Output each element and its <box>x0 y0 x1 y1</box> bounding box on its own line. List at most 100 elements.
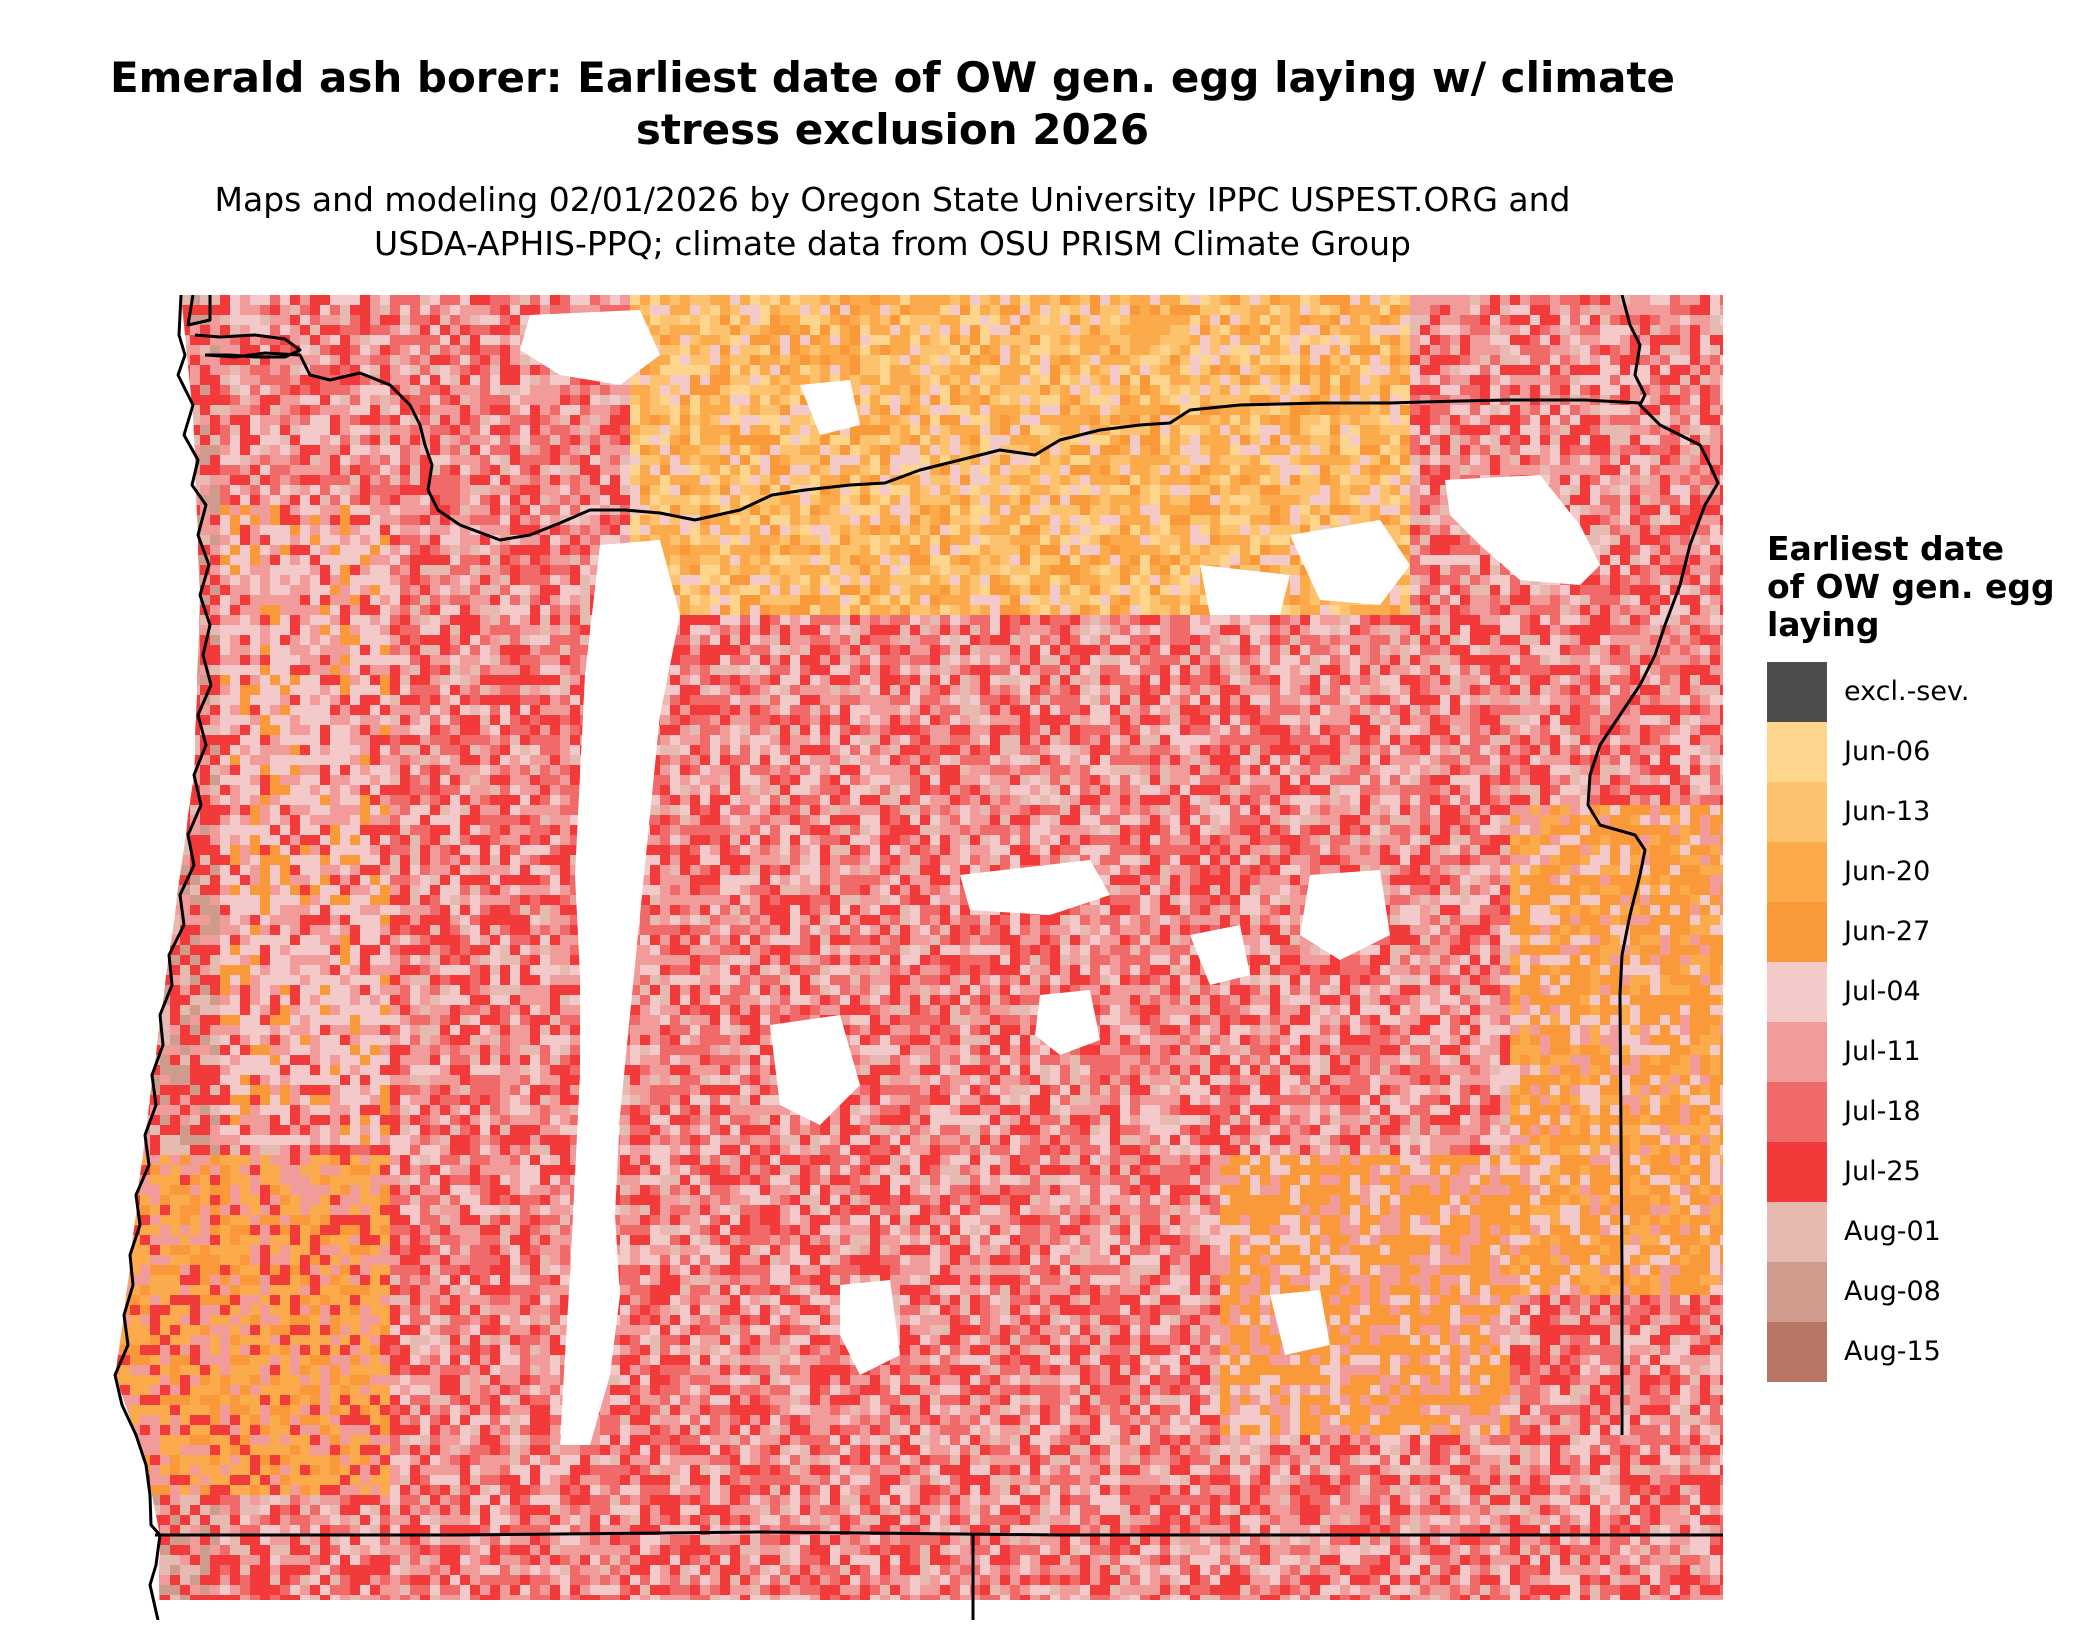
raster-cell <box>930 435 940 445</box>
raster-cell <box>240 595 250 605</box>
raster-cell <box>250 405 260 415</box>
raster-cell <box>1070 305 1080 315</box>
raster-cell <box>1300 445 1310 455</box>
raster-cell <box>1680 635 1690 645</box>
raster-cell <box>1720 405 1723 415</box>
raster-cell <box>1570 405 1580 415</box>
raster-cell <box>1440 385 1460 395</box>
raster-cell <box>1410 365 1420 375</box>
raster-cell <box>460 545 470 555</box>
raster-cell <box>390 625 400 635</box>
raster-cell <box>1220 345 1230 355</box>
raster-cell <box>1190 665 1200 675</box>
raster-cell <box>970 615 990 625</box>
raster-cell <box>1410 605 1420 615</box>
raster-cell <box>960 585 970 595</box>
raster-cell <box>1160 355 1170 365</box>
raster-cell <box>340 305 350 315</box>
raster-cell <box>1170 565 1180 575</box>
raster-cell <box>1310 645 1330 655</box>
raster-cell <box>640 495 650 505</box>
raster-cell <box>1270 375 1280 385</box>
raster-cell <box>430 445 440 455</box>
raster-cell <box>230 425 240 435</box>
raster-cell <box>1080 385 1090 395</box>
raster-cell <box>1540 365 1550 375</box>
raster-cell <box>1100 615 1110 625</box>
raster-cell <box>320 495 330 505</box>
raster-cell <box>450 465 460 475</box>
raster-cell <box>1050 575 1060 585</box>
raster-cell <box>350 505 370 515</box>
raster-cell <box>1380 475 1390 485</box>
raster-cell <box>630 415 640 425</box>
raster-cell <box>700 475 710 485</box>
raster-cell <box>950 635 960 645</box>
raster-cell <box>1040 465 1060 475</box>
raster-cell <box>450 575 460 585</box>
raster-cell <box>1610 505 1620 515</box>
raster-cell <box>410 545 420 555</box>
raster-cell <box>260 615 270 625</box>
raster-cell <box>1660 455 1670 465</box>
raster-cell <box>1690 655 1700 665</box>
raster-cell <box>1220 625 1240 635</box>
raster-cell <box>640 405 650 415</box>
raster-cell <box>800 565 830 575</box>
raster-cell <box>640 415 650 425</box>
raster-cell <box>900 585 910 595</box>
raster-cell <box>1260 635 1270 645</box>
raster-cell <box>1280 595 1290 605</box>
raster-cell <box>1480 575 1490 585</box>
raster-cell <box>390 425 410 435</box>
raster-cell <box>1720 655 1723 665</box>
raster-cell <box>1510 605 1530 615</box>
raster-cell <box>390 295 420 305</box>
raster-cell <box>950 535 970 545</box>
raster-cell <box>1640 355 1650 365</box>
raster-cell <box>260 605 280 615</box>
raster-cell <box>1240 485 1260 495</box>
raster-cell <box>1510 315 1530 325</box>
raster-cell <box>520 595 530 605</box>
raster-cell <box>1140 555 1150 565</box>
raster-cell <box>340 355 350 365</box>
raster-cell <box>690 395 700 405</box>
raster-cell <box>370 355 390 365</box>
raster-cell <box>490 475 500 485</box>
raster-cell <box>580 655 590 665</box>
raster-cell <box>1140 475 1150 485</box>
raster-cell <box>460 585 470 595</box>
raster-cell <box>1520 685 1530 695</box>
raster-cell <box>1660 505 1670 515</box>
raster-cell <box>720 675 730 685</box>
raster-cell <box>980 655 990 665</box>
raster-cell <box>770 325 790 335</box>
raster-cell <box>790 625 800 635</box>
raster-cell <box>940 335 950 345</box>
raster-cell <box>1160 635 1170 645</box>
raster-cell <box>1650 325 1660 335</box>
raster-cell <box>910 695 920 705</box>
raster-cell <box>1500 385 1510 395</box>
raster-cell <box>1120 595 1130 605</box>
raster-cell <box>1490 645 1520 655</box>
raster-cell <box>1680 615 1690 625</box>
raster-cell <box>380 685 390 695</box>
raster-cell <box>860 605 870 615</box>
raster-cell <box>230 675 240 685</box>
raster-cell <box>570 545 580 555</box>
raster-cell <box>1260 485 1280 495</box>
raster-cell <box>770 475 780 485</box>
raster-cell <box>640 455 660 465</box>
raster-cell <box>330 415 340 425</box>
raster-cell <box>710 495 720 505</box>
raster-cell <box>580 525 590 535</box>
raster-cell <box>480 495 490 505</box>
raster-cell <box>1400 595 1410 605</box>
raster-cell <box>1560 595 1570 605</box>
raster-cell <box>750 555 760 565</box>
raster-cell <box>330 615 340 625</box>
raster-cell <box>1300 665 1310 675</box>
raster-cell <box>1130 575 1140 585</box>
